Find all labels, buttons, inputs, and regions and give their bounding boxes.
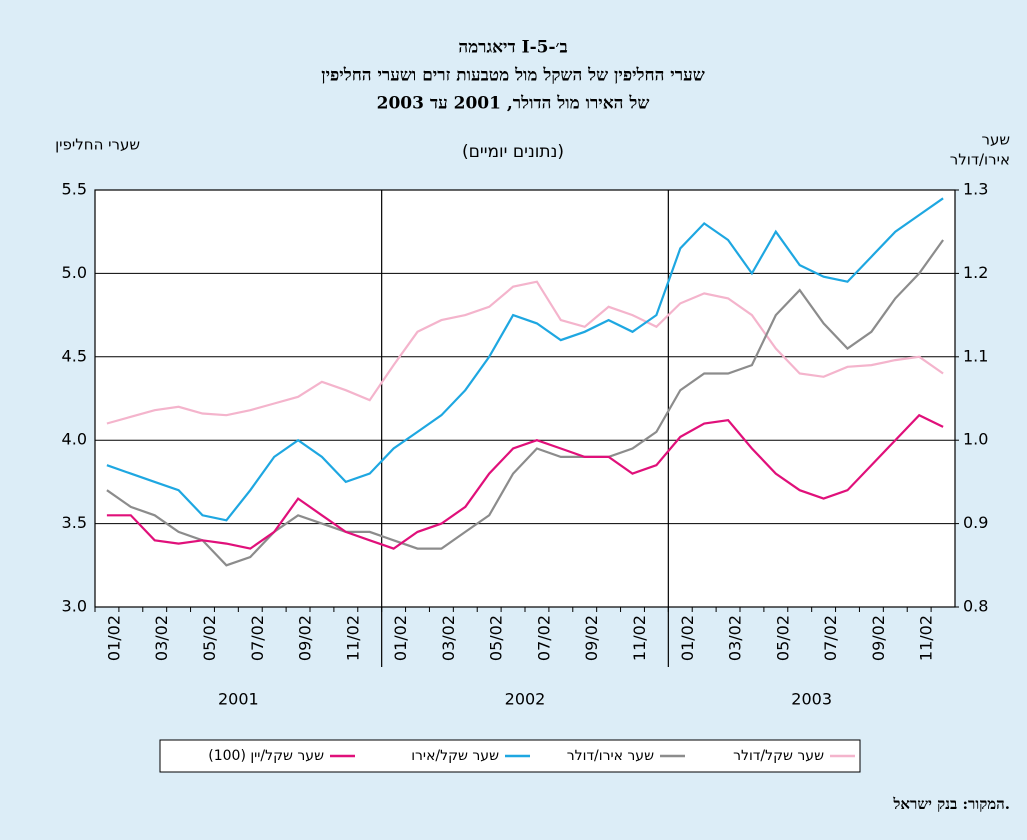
series-line xyxy=(106,280,944,425)
y2-axis-label: אירו/דולר xyxy=(950,151,1010,169)
x-tick-label: 05/02 xyxy=(773,615,792,661)
x-tick-label: 07/02 xyxy=(534,615,553,661)
y2-tick-label: 1.3 xyxy=(963,180,988,199)
x-tick-label: 03/02 xyxy=(152,615,171,661)
y2-tick-label: 0.9 xyxy=(963,513,988,532)
year-label: 2002 xyxy=(505,690,546,709)
x-tick-label: 01/02 xyxy=(678,615,697,661)
x-tick-label: 05/02 xyxy=(487,615,506,661)
plot-area xyxy=(95,190,955,607)
x-tick-label: 11/02 xyxy=(917,615,936,661)
chart-subtitle: של האירו מול הדולר, 2001 עד 2003 xyxy=(377,94,650,114)
source-note: המקור: בנק ישראל. xyxy=(892,795,1010,813)
x-tick-label: 07/02 xyxy=(821,615,840,661)
x-tick-label: 07/02 xyxy=(248,615,267,661)
chart-title: דיאגרמה I-ב׳-5 xyxy=(458,38,567,58)
y-tick-label: 3.5 xyxy=(62,513,87,532)
y-axis-label: שערי החליפין xyxy=(55,136,140,154)
year-label: 2003 xyxy=(791,690,832,709)
y-tick-label: 4.0 xyxy=(62,430,87,449)
chart-subtitle: שערי החליפין של השקל מול מטבעות זרים ושע… xyxy=(321,66,704,86)
x-tick-label: 09/02 xyxy=(582,615,601,661)
series-line xyxy=(106,239,944,567)
x-tick-label: 01/02 xyxy=(391,615,410,661)
y-tick-label: 4.5 xyxy=(62,346,87,365)
x-tick-label: 05/02 xyxy=(200,615,219,661)
y-tick-label: 5.5 xyxy=(62,180,87,199)
y-tick-label: 3.0 xyxy=(62,597,87,616)
x-tick-label: 09/02 xyxy=(869,615,888,661)
y-tick-label: 5.0 xyxy=(62,263,87,282)
y2-tick-label: 0.8 xyxy=(963,597,988,616)
legend-label: שער שקל/אירו xyxy=(411,748,499,764)
x-tick-label: 11/02 xyxy=(343,615,362,661)
y2-tick-label: 1.0 xyxy=(963,430,988,449)
legend-label: שער אירו/דולר xyxy=(567,748,654,764)
y2-tick-label: 1.2 xyxy=(963,263,988,282)
x-tick-label: 09/02 xyxy=(296,615,315,661)
legend-label: שער שקל/דולר xyxy=(733,748,824,764)
y2-tick-label: 1.1 xyxy=(963,346,988,365)
year-label: 2001 xyxy=(218,690,259,709)
legend-label: שער שקל/יין (100) xyxy=(208,748,324,764)
series-line xyxy=(106,197,944,522)
y2-axis-label: שער xyxy=(982,131,1010,149)
x-tick-label: 11/02 xyxy=(630,615,649,661)
plot-border xyxy=(94,189,956,608)
x-tick-label: 01/02 xyxy=(104,615,123,661)
x-tick-label: 03/02 xyxy=(726,615,745,661)
chart-subtitle: (נתונים יומיים) xyxy=(462,142,564,162)
x-tick-label: 03/02 xyxy=(439,615,458,661)
series-line xyxy=(106,413,944,550)
